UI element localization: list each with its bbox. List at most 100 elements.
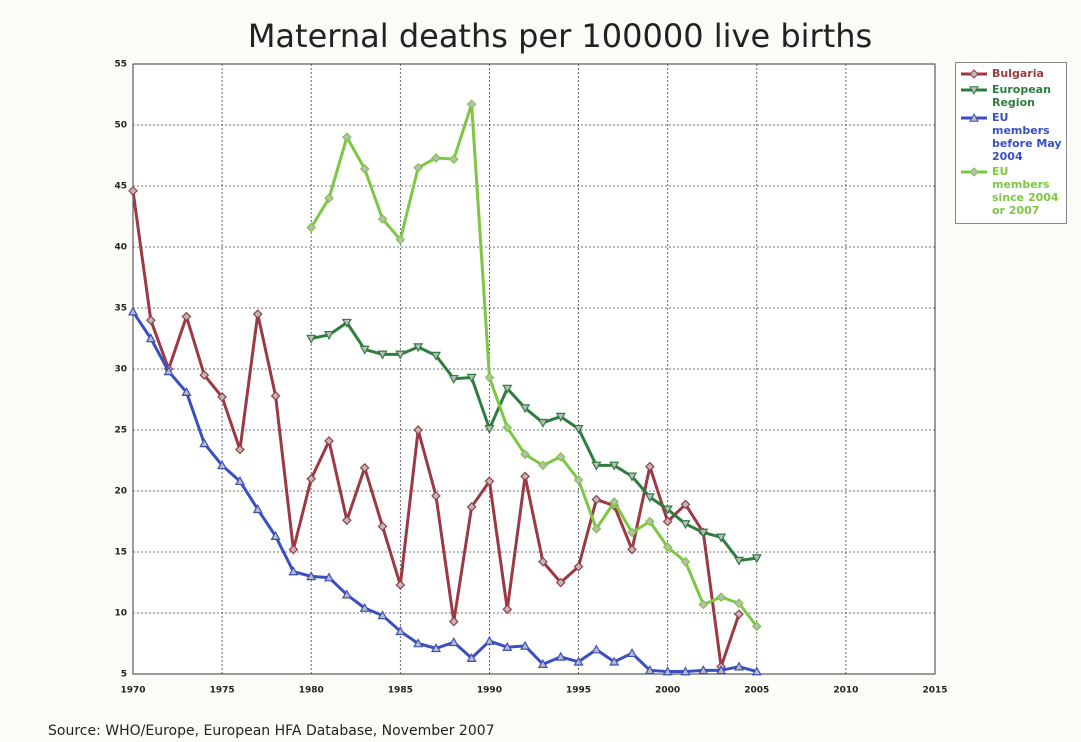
data-point: [413, 425, 424, 435]
data-point: [252, 504, 263, 514]
y-tick-label: 20: [114, 487, 127, 497]
data-point: [342, 132, 352, 143]
data-point: [341, 318, 352, 328]
data-point: [609, 461, 620, 471]
y-tick-label: 40: [114, 243, 127, 253]
data-point: [734, 598, 744, 609]
data-point: [306, 222, 317, 233]
data-point: [555, 412, 566, 422]
data-point: [733, 661, 744, 671]
legend-marker: [969, 167, 979, 177]
data-point: [217, 392, 227, 402]
data-point: [359, 345, 370, 355]
y-tick-label: 25: [114, 426, 127, 436]
data-point: [359, 164, 370, 174]
data-point: [395, 626, 406, 636]
data-point: [359, 462, 370, 473]
data-point: [751, 621, 762, 632]
x-tick-label: 1990: [477, 686, 502, 696]
x-tick-label: 1980: [299, 686, 324, 696]
data-point: [145, 333, 156, 343]
data-point: [680, 499, 691, 510]
data-point: [145, 315, 156, 326]
legend-label: Bulgaria: [992, 67, 1044, 80]
data-point: [662, 505, 673, 515]
data-point: [751, 554, 762, 564]
data-point: [377, 521, 388, 532]
data-point: [644, 493, 655, 503]
legend-label: European Region: [992, 83, 1051, 109]
data-point: [324, 193, 334, 204]
data-point: [413, 343, 424, 353]
legend: Bulgaria European Region EU members before…: [955, 62, 1067, 224]
data-point: [448, 616, 459, 627]
data-point: [342, 515, 352, 526]
data-point: [448, 637, 459, 647]
data-point: [270, 390, 281, 401]
legend-swatch: [961, 69, 987, 79]
y-tick-label: 30: [114, 365, 127, 375]
data-point: [324, 572, 335, 582]
data-point: [252, 309, 263, 319]
x-tick-label: 1995: [566, 686, 591, 696]
data-point: [555, 651, 566, 661]
data-point: [288, 566, 299, 576]
data-point: [733, 556, 744, 566]
data-point: [591, 461, 602, 471]
data-point: [734, 609, 744, 620]
data-point: [751, 666, 762, 676]
data-point: [448, 154, 459, 165]
x-tick-label: 2000: [655, 686, 680, 696]
data-point: [680, 666, 691, 676]
data-point: [573, 424, 584, 435]
data-point: [502, 604, 513, 615]
y-tick-label: 15: [114, 548, 127, 558]
series-line: [309, 102, 758, 628]
data-point: [555, 451, 566, 462]
x-tick-label: 1970: [120, 686, 145, 696]
y-tick-label: 35: [114, 304, 127, 314]
data-point: [127, 306, 139, 316]
data-point: [181, 386, 192, 396]
data-point: [591, 494, 602, 505]
data-point: [573, 475, 584, 485]
y-tick-label: 50: [114, 121, 127, 131]
data-point: [270, 530, 281, 540]
y-tick-label: 10: [114, 609, 127, 619]
data-point: [199, 370, 210, 380]
y-tick-label: 45: [114, 182, 127, 192]
legend-marker: [969, 69, 979, 79]
data-point: [413, 162, 424, 173]
data-point: [484, 424, 495, 435]
y-tick-label: 5: [121, 670, 127, 680]
data-point: [644, 665, 655, 675]
legend-entry: European Region: [959, 83, 1063, 109]
legend-label: EU members since 2004 or 2007: [992, 165, 1059, 217]
data-point: [520, 471, 530, 482]
data-point: [235, 444, 245, 455]
data-point: [395, 580, 406, 590]
data-point: [591, 644, 602, 654]
data-point: [591, 523, 602, 534]
data-point: [662, 542, 673, 552]
data-point: [627, 527, 637, 538]
data-point: [377, 214, 388, 224]
data-point: [431, 153, 441, 163]
data-point: [662, 666, 673, 676]
data-point: [377, 610, 388, 620]
data-point: [538, 460, 548, 471]
data-point: [555, 577, 566, 588]
legend-entry: EU members before May 2004: [959, 111, 1063, 163]
data-point: [395, 350, 406, 360]
data-point: [128, 186, 138, 196]
data-point: [627, 648, 638, 658]
data-point: [520, 640, 531, 650]
data-point: [698, 599, 709, 610]
chart-title: Maternal deaths per 100000 live births: [248, 17, 872, 55]
data-point: [466, 652, 477, 662]
data-point: [716, 665, 727, 675]
y-tick-label: 55: [114, 60, 127, 70]
data-point: [163, 366, 174, 376]
data-point: [324, 331, 335, 341]
data-point: [662, 516, 673, 527]
